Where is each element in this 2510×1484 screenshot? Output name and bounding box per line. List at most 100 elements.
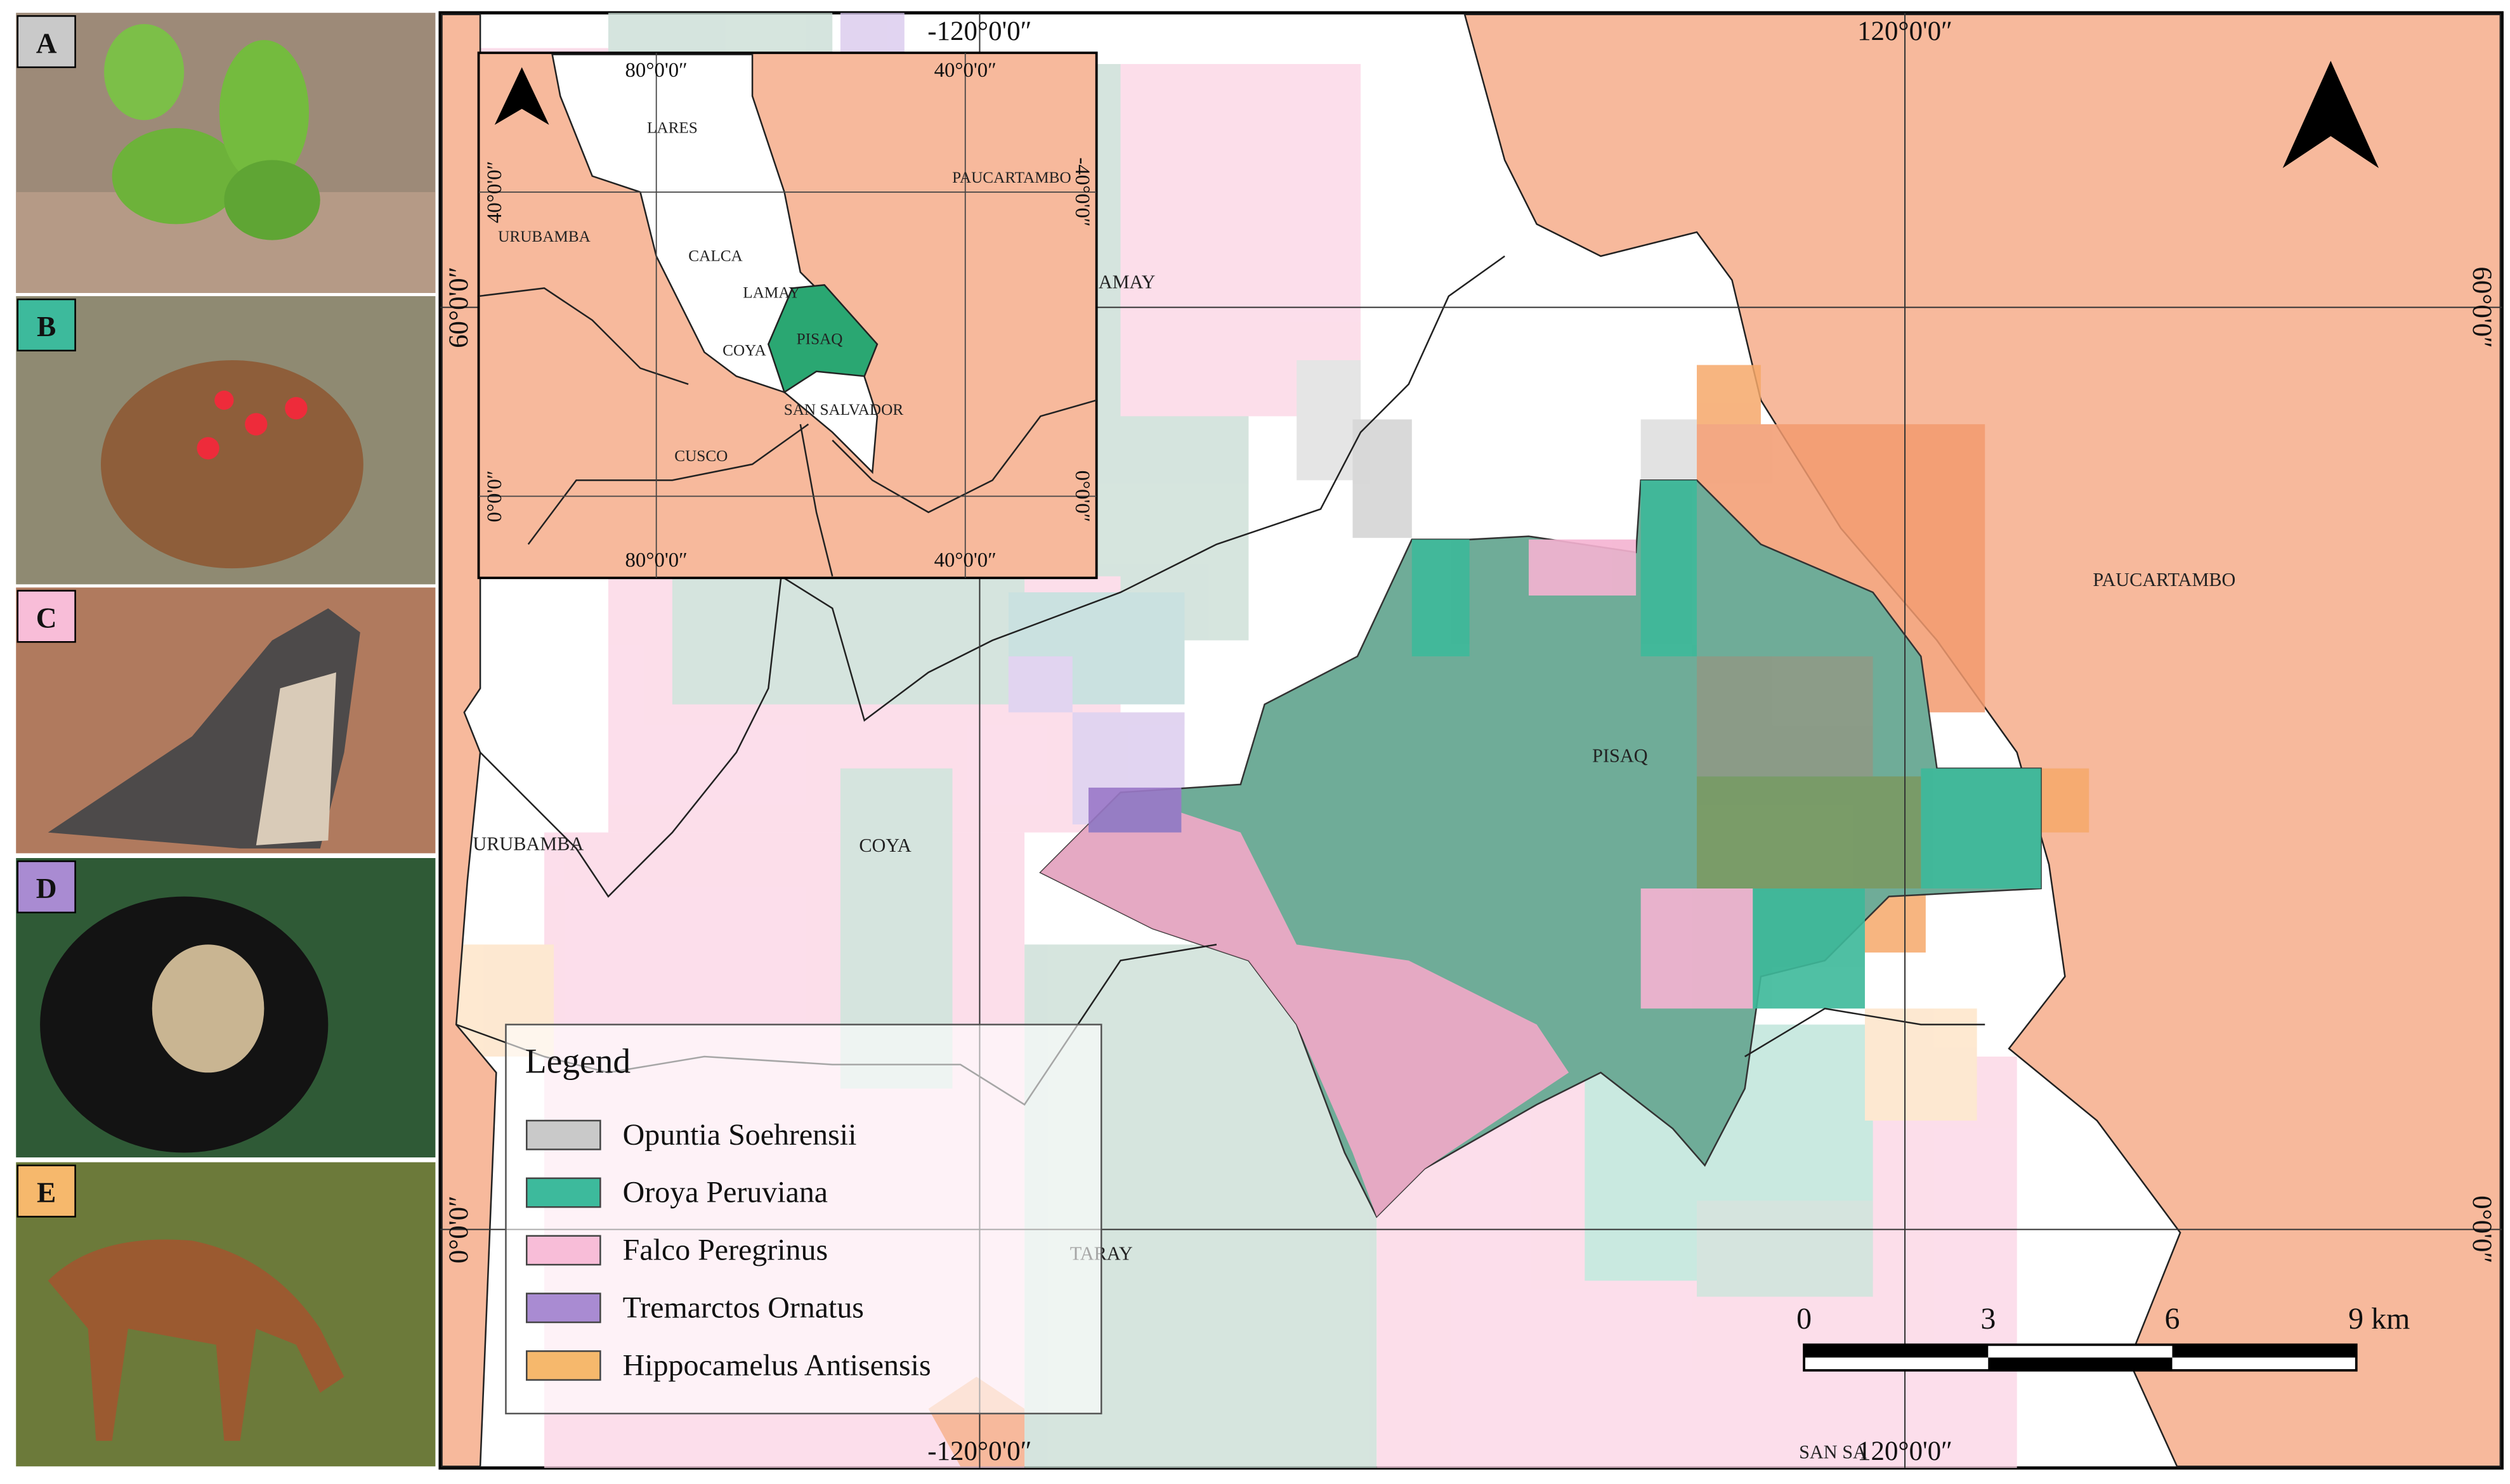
raster-cell — [2032, 768, 2089, 833]
panel-letters: A B C D E — [16, 15, 76, 1218]
photos — [16, 13, 436, 1467]
inset-label: CALCA — [688, 247, 743, 264]
raster-cell — [1352, 419, 1412, 538]
grid-label: 60°0'0″ — [444, 266, 474, 348]
inset-graticule — [478, 53, 1097, 578]
inset-north-arrow — [494, 67, 549, 125]
scale-label: 3 — [1980, 1302, 1996, 1336]
grid-label: -120°0'0″ — [927, 16, 1031, 46]
inset-grid-label: 40°0'0″ — [934, 59, 997, 82]
legend-label: Falco Peregrinus — [623, 1233, 828, 1267]
scale-segment — [1804, 1344, 1989, 1358]
legend: Legend Opuntia Soehrensii Oroya Peruviana… — [505, 1024, 1102, 1415]
inset-label: LAMAY — [743, 285, 800, 302]
cactus — [224, 160, 320, 240]
raster-overlays — [1040, 480, 2041, 1217]
inset-pisaq — [767, 284, 879, 394]
grid-label: 0°0'0″ — [2467, 1195, 2497, 1263]
deer — [48, 1239, 344, 1441]
raster-cell — [840, 13, 905, 53]
inset-grid-label: 0°0'0″ — [483, 471, 506, 523]
cactus — [112, 127, 240, 225]
border — [527, 423, 809, 545]
raster-cell — [1297, 360, 1361, 481]
raster-cell — [1008, 656, 1073, 713]
panel-letter: C — [36, 602, 57, 634]
map-label: AMAY — [1099, 271, 1156, 292]
north-arrow — [2282, 60, 2379, 169]
legend-swatch — [526, 1177, 601, 1208]
panel-letter-box — [16, 1164, 76, 1218]
raster-cell — [1697, 1201, 1873, 1297]
legend-swatch — [526, 1119, 601, 1150]
scale-bar: 0 3 6 9 km — [1796, 1302, 2410, 1372]
cactus — [219, 40, 310, 185]
inset-label: URUBAMBA — [498, 228, 591, 245]
inset-grid-label: 80°0'0″ — [625, 59, 688, 82]
raster-cell — [672, 576, 1025, 705]
inset-label: PISAQ — [797, 331, 843, 348]
raster-cell — [1697, 365, 1761, 429]
scale-segment — [1988, 1357, 2173, 1370]
inset-grid-label: -40°0'0″ — [1071, 157, 1094, 226]
map-label: PISAQ — [1592, 745, 1648, 767]
inset-label: PAUCARTAMBO — [952, 169, 1071, 186]
scale-segment — [2172, 1344, 2356, 1358]
raster-cell — [1529, 539, 1637, 596]
raster-cell — [1640, 419, 1697, 481]
scale-label: 0 — [1796, 1302, 1812, 1336]
panel-letter-box — [16, 860, 76, 914]
map-label: PAUCARTAMBO — [2093, 569, 2235, 590]
map-label: URUBAMBA — [473, 833, 584, 854]
panel-letter: B — [37, 311, 56, 342]
scale-label: 9 km — [2348, 1302, 2410, 1336]
falcon-chest — [256, 672, 336, 845]
cactus-ball — [100, 360, 363, 569]
legend-swatch — [526, 1235, 601, 1266]
legend-label: Hippocamelus Antisensis — [623, 1348, 931, 1382]
raster-cell — [1640, 480, 1697, 656]
bear-face — [152, 944, 265, 1073]
inset-grid-label: 40°0'0″ — [483, 161, 506, 223]
raster-cell — [1697, 656, 1873, 777]
fruit — [197, 437, 219, 460]
legend-label: Opuntia Soehrensii — [623, 1118, 857, 1152]
border — [480, 576, 782, 898]
grid-label: -120°0'0″ — [927, 1436, 1031, 1466]
border — [1744, 1007, 1985, 1058]
panel-letter-box — [16, 298, 76, 352]
scale-label: 6 — [2165, 1302, 2180, 1336]
raster-cell — [1040, 792, 1569, 1217]
legend-title: Legend — [525, 1042, 631, 1081]
grid-label: 60°0'0″ — [2467, 266, 2497, 348]
raster-cell — [1411, 539, 1470, 656]
fruit — [245, 413, 268, 436]
main-map: PISAQ PAUCARTAMBO URUBAMBA COYA TARAY AM… — [438, 11, 2504, 1470]
grid-label: 120°0'0″ — [1857, 16, 1952, 46]
raster-cell — [1640, 888, 1753, 1009]
raster-cell — [1864, 1008, 1977, 1121]
inset-map: LARES URUBAMBA CALCA LAMAY COYA PISAQ SA… — [477, 51, 1098, 580]
inset-label: CUSCO — [674, 448, 728, 465]
map-label: COYA — [859, 835, 912, 856]
inset-label: COYA — [722, 342, 766, 359]
inset-grid-label: 0°0'0″ — [1071, 471, 1094, 523]
panel-letter: D — [36, 873, 57, 904]
map-label: SAN SA — [1799, 1442, 1867, 1463]
fruit — [214, 390, 234, 410]
fruit — [285, 397, 308, 420]
inset-grid-label: 40°0'0″ — [934, 549, 997, 572]
grid-label: 0°0'0″ — [444, 1195, 474, 1263]
legend-label: Tremarctos Ornatus — [623, 1291, 864, 1324]
inset-grid-label: 80°0'0″ — [625, 549, 688, 572]
border — [780, 255, 1505, 722]
legend-label: Oroya Peruviana — [623, 1176, 828, 1209]
raster-cell — [1088, 787, 1182, 833]
raster-cell — [1753, 888, 1865, 1009]
legend-swatch — [526, 1350, 601, 1381]
inset-label: SAN SALVADOR — [784, 401, 904, 419]
raster-cell — [1120, 63, 1361, 417]
cactus — [104, 23, 185, 120]
